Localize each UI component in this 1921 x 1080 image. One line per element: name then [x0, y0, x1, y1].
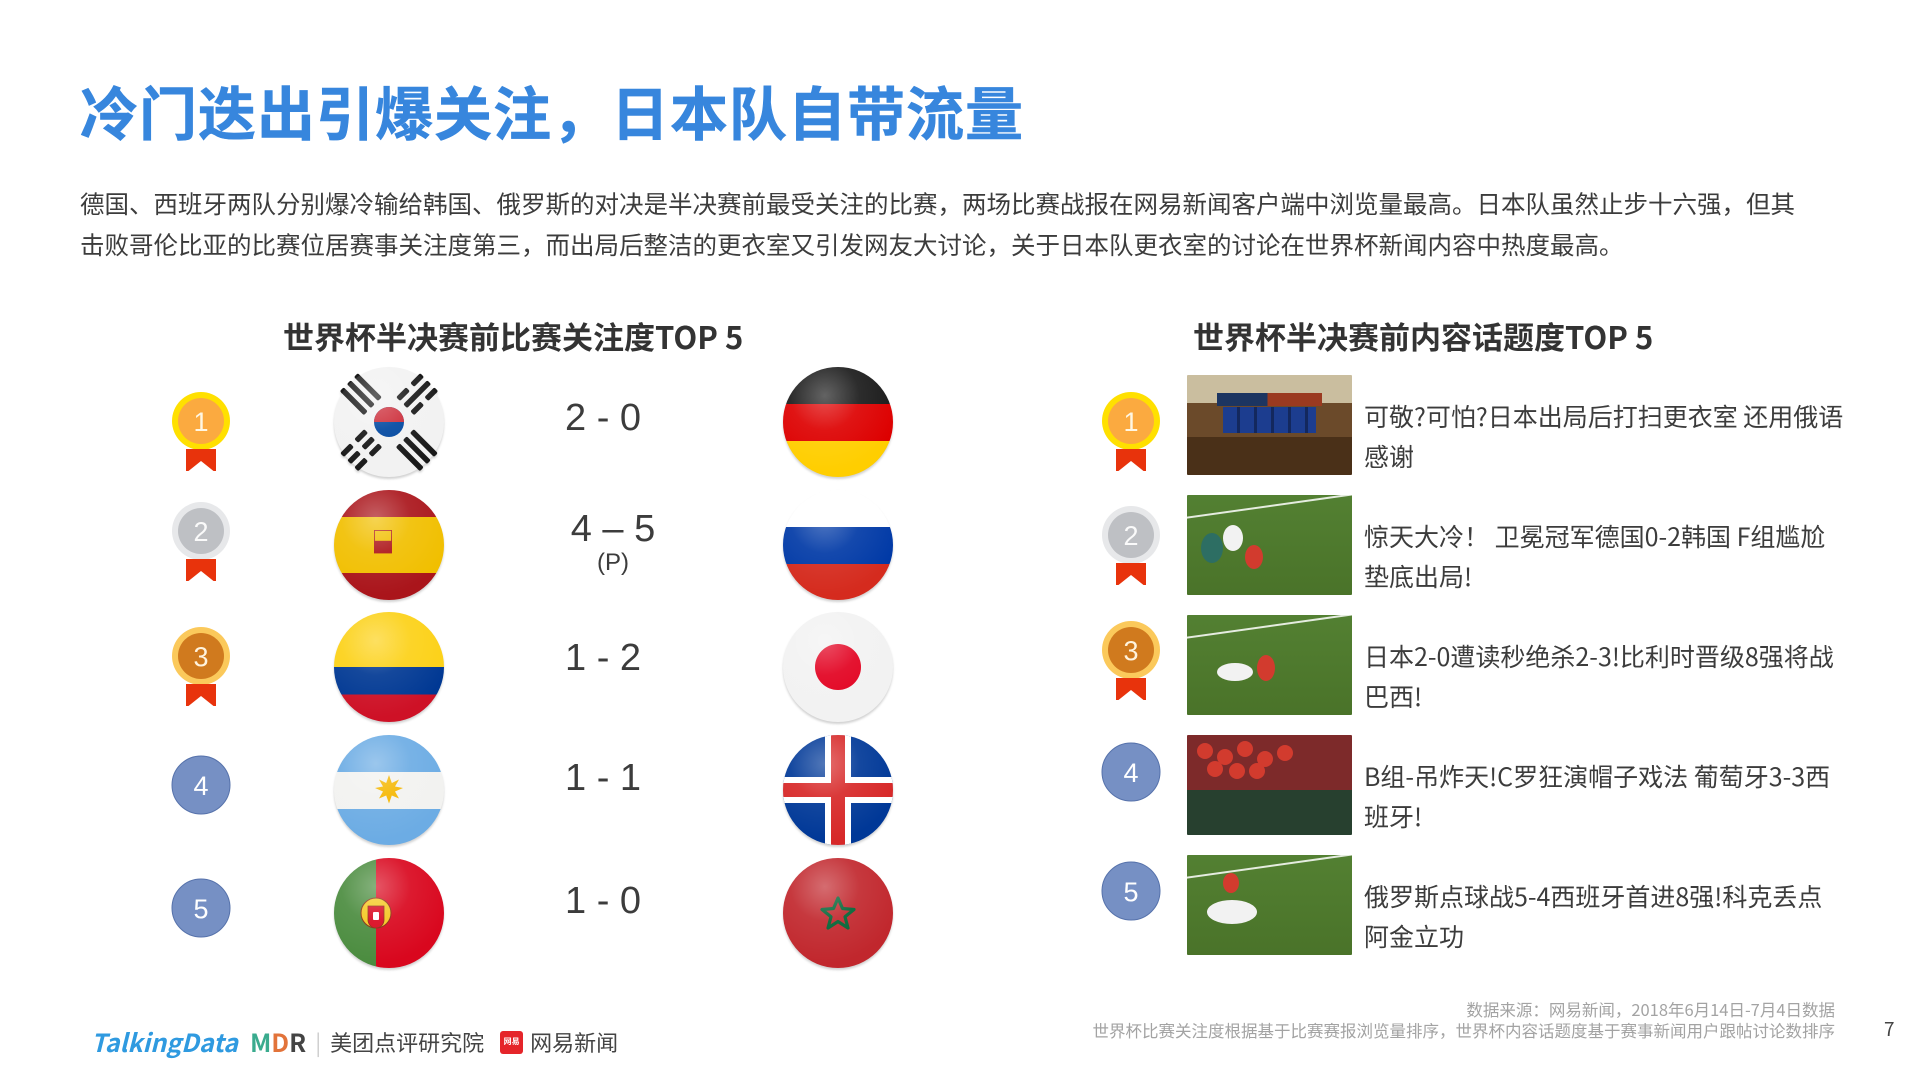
svg-text:4: 4 — [1123, 758, 1138, 788]
svg-text:5: 5 — [1123, 877, 1138, 907]
